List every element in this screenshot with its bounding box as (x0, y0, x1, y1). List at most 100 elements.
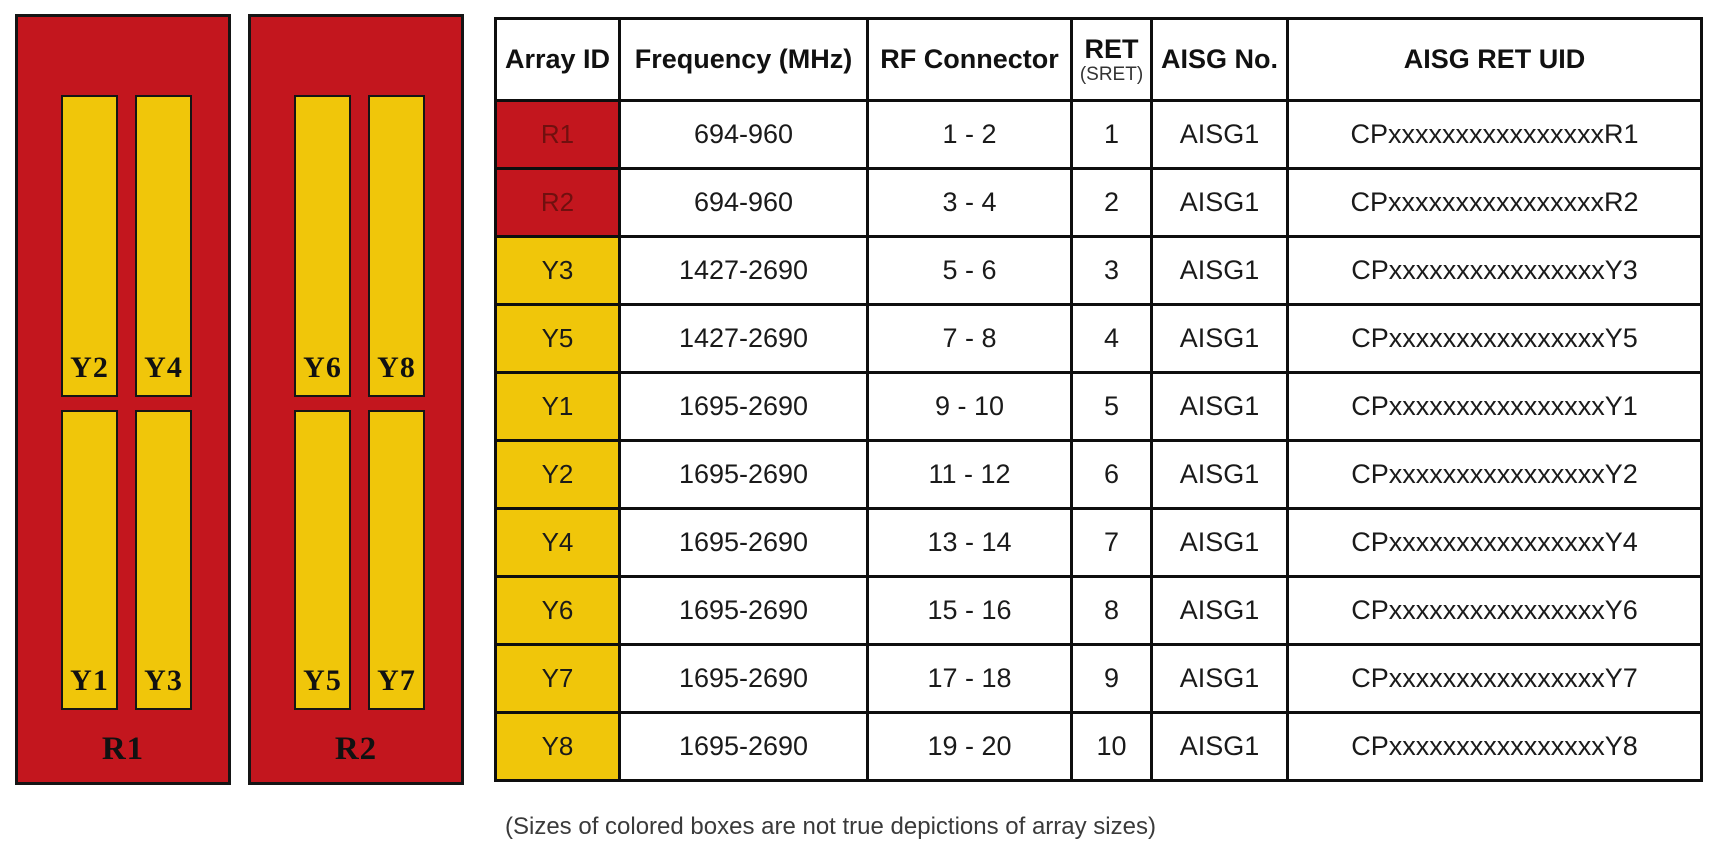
column-header-aisg-ret-uid: AISG RET UID (1286, 17, 1703, 102)
cell-frequency: 1695-2690 (618, 711, 869, 782)
array-bar-y1: Y1 (61, 410, 118, 710)
array-bar-label: Y7 (377, 664, 416, 697)
table-row: Y7 1695-2690 17 - 18 9 AISG1 CPxxxxxxxxx… (494, 643, 1703, 714)
column-header-frequency: Frequency (MHz) (618, 17, 869, 102)
size-disclaimer-note: (Sizes of colored boxes are not true dep… (505, 813, 1156, 840)
cell-ret: 5 (1070, 371, 1153, 442)
cell-aisg-no: AISG1 (1150, 99, 1289, 170)
cell-aisg-no: AISG1 (1150, 575, 1289, 646)
cell-ret: 8 (1070, 575, 1153, 646)
array-bar-label: Y3 (144, 664, 183, 697)
cell-rf-connector: 3 - 4 (866, 167, 1073, 238)
cell-rf-connector: 11 - 12 (866, 439, 1073, 510)
antenna-panel-r1: Y2 Y4 Y1 Y3 R1 (15, 14, 231, 785)
table-row: Y8 1695-2690 19 - 20 10 AISG1 CPxxxxxxxx… (494, 711, 1703, 782)
array-bar-label: Y1 (70, 664, 109, 697)
cell-ret: 4 (1070, 303, 1153, 374)
cell-array-id: R1 (494, 99, 621, 170)
cell-aisg-ret-uid: CPxxxxxxxxxxxxxxxxY3 (1286, 235, 1703, 306)
table-row: R2 694-960 3 - 4 2 AISG1 CPxxxxxxxxxxxxx… (494, 167, 1703, 238)
cell-frequency: 694-960 (618, 167, 869, 238)
array-bar-y6: Y6 (294, 95, 351, 397)
column-header-aisg-no: AISG No. (1150, 17, 1289, 102)
cell-aisg-ret-uid: CPxxxxxxxxxxxxxxxxY2 (1286, 439, 1703, 510)
array-bar-y2: Y2 (61, 95, 118, 397)
cell-rf-connector: 17 - 18 (866, 643, 1073, 714)
table-row: R1 694-960 1 - 2 1 AISG1 CPxxxxxxxxxxxxx… (494, 99, 1703, 170)
cell-rf-connector: 1 - 2 (866, 99, 1073, 170)
array-bar-label: Y6 (303, 351, 342, 384)
cell-aisg-ret-uid: CPxxxxxxxxxxxxxxxxY5 (1286, 303, 1703, 374)
cell-ret: 2 (1070, 167, 1153, 238)
table-row: Y2 1695-2690 11 - 12 6 AISG1 CPxxxxxxxxx… (494, 439, 1703, 510)
panel-label-r1: R1 (101, 731, 145, 767)
cell-frequency: 1427-2690 (618, 303, 869, 374)
cell-frequency: 1695-2690 (618, 507, 869, 578)
antenna-panel-r2: Y6 Y8 Y5 Y7 R2 (248, 14, 464, 785)
cell-rf-connector: 13 - 14 (866, 507, 1073, 578)
array-bar-label: Y4 (144, 351, 183, 384)
cell-frequency: 694-960 (618, 99, 869, 170)
array-bar-y5: Y5 (294, 410, 351, 710)
cell-aisg-ret-uid: CPxxxxxxxxxxxxxxxxY7 (1286, 643, 1703, 714)
cell-array-id: Y4 (494, 507, 621, 578)
cell-aisg-ret-uid: CPxxxxxxxxxxxxxxxxY1 (1286, 371, 1703, 442)
cell-aisg-ret-uid: CPxxxxxxxxxxxxxxxxY8 (1286, 711, 1703, 782)
cell-array-id: Y1 (494, 371, 621, 442)
cell-aisg-no: AISG1 (1150, 303, 1289, 374)
port-mapping-table: Array ID Frequency (MHz) RF Connector RE… (494, 17, 1703, 782)
cell-frequency: 1695-2690 (618, 371, 869, 442)
array-bar-y7: Y7 (368, 410, 425, 710)
array-bar-y3: Y3 (135, 410, 192, 710)
cell-aisg-ret-uid: CPxxxxxxxxxxxxxxxxY6 (1286, 575, 1703, 646)
table-row: Y4 1695-2690 13 - 14 7 AISG1 CPxxxxxxxxx… (494, 507, 1703, 578)
cell-array-id: R2 (494, 167, 621, 238)
table-row: Y5 1427-2690 7 - 8 4 AISG1 CPxxxxxxxxxxx… (494, 303, 1703, 374)
cell-frequency: 1427-2690 (618, 235, 869, 306)
cell-ret: 1 (1070, 99, 1153, 170)
cell-aisg-no: AISG1 (1150, 371, 1289, 442)
cell-rf-connector: 5 - 6 (866, 235, 1073, 306)
cell-aisg-no: AISG1 (1150, 235, 1289, 306)
cell-aisg-ret-uid: CPxxxxxxxxxxxxxxxxY4 (1286, 507, 1703, 578)
cell-frequency: 1695-2690 (618, 439, 869, 510)
cell-aisg-ret-uid: CPxxxxxxxxxxxxxxxxR2 (1286, 167, 1703, 238)
array-bar-y8: Y8 (368, 95, 425, 397)
table-header-row: Array ID Frequency (MHz) RF Connector RE… (494, 17, 1703, 102)
column-header-rf-connector: RF Connector (866, 17, 1073, 102)
cell-array-id: Y6 (494, 575, 621, 646)
cell-rf-connector: 9 - 10 (866, 371, 1073, 442)
cell-ret: 6 (1070, 439, 1153, 510)
column-header-ret: RET (SRET) (1070, 17, 1153, 102)
cell-array-id: Y2 (494, 439, 621, 510)
cell-rf-connector: 19 - 20 (866, 711, 1073, 782)
cell-aisg-no: AISG1 (1150, 507, 1289, 578)
array-bar-label: Y2 (70, 351, 109, 384)
cell-array-id: Y8 (494, 711, 621, 782)
cell-array-id: Y7 (494, 643, 621, 714)
cell-ret: 7 (1070, 507, 1153, 578)
array-bar-label: Y8 (377, 351, 416, 384)
cell-array-id: Y5 (494, 303, 621, 374)
cell-rf-connector: 15 - 16 (866, 575, 1073, 646)
cell-ret: 9 (1070, 643, 1153, 714)
table-row: Y1 1695-2690 9 - 10 5 AISG1 CPxxxxxxxxxx… (494, 371, 1703, 442)
cell-ret: 10 (1070, 711, 1153, 782)
cell-frequency: 1695-2690 (618, 643, 869, 714)
table-row: Y6 1695-2690 15 - 16 8 AISG1 CPxxxxxxxxx… (494, 575, 1703, 646)
array-bar-y4: Y4 (135, 95, 192, 397)
cell-aisg-no: AISG1 (1150, 643, 1289, 714)
array-bar-label: Y5 (303, 664, 342, 697)
cell-rf-connector: 7 - 8 (866, 303, 1073, 374)
cell-aisg-ret-uid: CPxxxxxxxxxxxxxxxxR1 (1286, 99, 1703, 170)
column-header-ret-main: RET (1084, 33, 1139, 64)
cell-array-id: Y3 (494, 235, 621, 306)
cell-frequency: 1695-2690 (618, 575, 869, 646)
panel-label-r2: R2 (334, 731, 378, 767)
cell-ret: 3 (1070, 235, 1153, 306)
column-header-ret-sub: (SRET) (1079, 63, 1144, 85)
cell-aisg-no: AISG1 (1150, 711, 1289, 782)
column-header-array-id: Array ID (494, 17, 621, 102)
cell-aisg-no: AISG1 (1150, 167, 1289, 238)
